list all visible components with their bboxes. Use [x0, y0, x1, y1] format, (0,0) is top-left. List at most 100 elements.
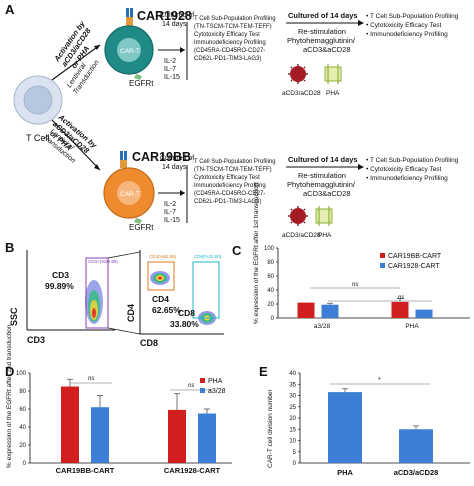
car19bb-cell-label: CAR-T	[120, 191, 140, 198]
top-icon2-label: PHA	[326, 90, 340, 97]
car1928-cell-label: CAR-T	[120, 48, 140, 55]
cd3-plot-xlabel: CD3	[27, 335, 45, 345]
bottom-restim-arrowhead	[358, 164, 364, 170]
svg-text:·Cytotoxicity Efficacy Test: ·Cytotoxicity Efficacy Test	[192, 175, 260, 181]
bottom-cytokine-3: IL-15	[164, 217, 180, 224]
car19bb-cell	[103, 167, 155, 219]
top-culture-line1: Cultured of	[160, 12, 194, 19]
top-restim-arrowhead	[358, 20, 364, 26]
y-tick-label: 40	[267, 288, 274, 294]
significance-label: ns	[352, 282, 358, 288]
svg-text:·T Cell Sub-Population Profili: ·T Cell Sub-Population Profiling	[192, 16, 276, 22]
top-culture2-label: Cultured of 14 days	[288, 11, 358, 20]
y-tick-label: 25	[289, 405, 296, 411]
bottom-restim-line2: Phytohemagglutinin/	[287, 180, 356, 189]
t-cell	[13, 75, 63, 125]
panel-b-label: B	[5, 240, 14, 255]
legend-swatch	[380, 263, 385, 268]
category-label: CAR1928-CART	[164, 466, 221, 475]
y-tick-label: 15	[289, 427, 296, 433]
cd3-plot-ylabel: SSC	[9, 307, 19, 326]
category-label: PHA	[405, 323, 419, 330]
svg-text:• T Cell Sub-Population Profil: • T Cell Sub-Population Profiling	[366, 157, 459, 164]
cd8-gate-annotation: CD8(%33.80)	[194, 254, 222, 259]
car1928-receptor-icon	[126, 8, 133, 27]
category-label: aCD3/aCD28	[394, 468, 439, 477]
legend-label: CAR19BB-CART	[388, 253, 442, 260]
significance-label: ns	[188, 383, 194, 389]
car1928-cell	[104, 25, 154, 75]
bottom-icon1-label: aCD3/aCD28	[282, 232, 321, 239]
svg-text:(CD45RA-CD45RO-CD27-: (CD45RA-CD45RO-CD27-	[194, 48, 265, 54]
panel-c-label: C	[232, 243, 242, 258]
top-cytokine-1: IL-2	[164, 58, 176, 65]
cd4-plot-ylabel: CD4	[126, 304, 136, 322]
legend-label: PHA	[208, 378, 223, 385]
bottom-cytokine-1: IL-2	[164, 201, 176, 208]
y-tick-label: 35	[289, 382, 296, 388]
bottom-culture2-label: Cultured of 14 days	[288, 155, 358, 164]
category-label: a3/28	[314, 323, 331, 330]
legend-swatch	[200, 388, 205, 393]
category-label: CAR19BB-CART	[56, 466, 115, 475]
top-pha-icon	[324, 64, 342, 84]
category-label: PHA	[337, 468, 353, 477]
bottom-acd3-bead-icon	[288, 206, 308, 226]
cd8-plot-xlabel: CD8	[140, 338, 158, 348]
svg-text:·T Cell Sub-Population Profili: ·T Cell Sub-Population Profiling	[192, 159, 276, 165]
svg-text:·Cytotoxicity Efficacy Test: ·Cytotoxicity Efficacy Test	[192, 32, 260, 38]
bottom-restim-line3: aCD3&aCD28	[303, 189, 351, 198]
cd3-gate-annotation: CD3+(%99.89)	[88, 259, 118, 264]
y-tick-label: 80	[19, 389, 26, 395]
chart-panel-e: E 0 5 10 15 20 25 30 35 40 CAR-T cell division num…	[259, 364, 470, 477]
top-cytokine-3: IL-15	[164, 74, 180, 81]
bottom-culture-line2: 14 days	[162, 164, 187, 171]
bar	[91, 407, 109, 463]
legend-label: CAR1928-CART	[388, 263, 440, 270]
top-acd3-bead-icon	[288, 64, 308, 84]
svg-text:CD62L-PD1-TIM3-LAG3): CD62L-PD1-TIM3-LAG3)	[194, 56, 261, 62]
bar	[328, 392, 362, 463]
top-results-list: • T Cell Sub-Population Profiling • Cyto…	[366, 13, 459, 38]
svg-text:·Immunodeficiency Profiling: ·Immunodeficiency Profiling	[192, 183, 266, 189]
y-tick-label: 5	[293, 450, 297, 456]
svg-text:(TN-TSCM-TCM-TEM-TEFF): (TN-TSCM-TCM-TEM-TEFF)	[194, 24, 272, 30]
y-tick-label: 0	[293, 461, 297, 467]
y-tick-label: 40	[289, 371, 296, 377]
cd8-gate-label: CD8	[178, 308, 195, 318]
y-tick-label: 40	[19, 425, 26, 431]
bar	[391, 301, 409, 318]
bar	[399, 429, 433, 463]
arrowhead-top	[94, 45, 100, 50]
bottom-profiling-list: ·T Cell Sub-Population Profiling (TN-TSC…	[192, 159, 276, 205]
panel-e-label: E	[259, 364, 268, 379]
flow-plot-cd3	[26, 250, 115, 331]
cd3-gate-label: CD3	[52, 270, 69, 280]
svg-text:• Immunodeficiency Profiling: • Immunodeficiency Profiling	[366, 175, 448, 182]
y-tick-label: 0	[271, 316, 275, 322]
bar	[61, 386, 79, 463]
significance-label: *	[378, 377, 381, 384]
bottom-icon2-label: PHA	[318, 232, 332, 239]
y-tick-label: 20	[267, 302, 274, 308]
cd3-gate-percent: 99.89%	[45, 281, 74, 291]
legend-label: a3/28	[208, 388, 226, 395]
y-tick-label: 20	[289, 416, 296, 422]
car19bb-egfrt-label: EGFRt	[129, 223, 154, 232]
y-tick-label: 100	[264, 246, 275, 252]
bottom-culture-line1: Cultured of	[160, 155, 194, 162]
significance-label: ns	[88, 376, 94, 382]
arrowhead-bottom	[94, 164, 100, 170]
arrow-to-top	[51, 44, 101, 81]
y-tick-label: 80	[267, 260, 274, 266]
significance-label: ns	[398, 295, 404, 301]
bottom-pha-icon	[315, 206, 333, 226]
y-tick-label: 60	[19, 407, 26, 413]
legend-swatch	[380, 253, 385, 258]
top-culture-line2: 14 days	[162, 21, 187, 28]
legend-swatch	[200, 378, 205, 383]
y-tick-label: 10	[289, 439, 296, 445]
svg-text:• Immunodeficiency Profiling: • Immunodeficiency Profiling	[366, 31, 448, 38]
bottom-culture-arrowhead	[180, 190, 185, 196]
car19bb-title: CAR19BB	[132, 150, 191, 164]
